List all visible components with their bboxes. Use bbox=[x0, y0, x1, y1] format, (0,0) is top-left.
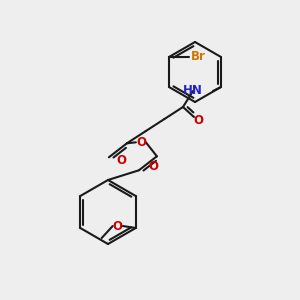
Text: O: O bbox=[136, 136, 146, 149]
Text: HN: HN bbox=[183, 83, 203, 97]
Text: O: O bbox=[113, 220, 123, 232]
Text: Br: Br bbox=[191, 50, 206, 64]
Text: O: O bbox=[193, 115, 203, 128]
Text: O: O bbox=[148, 160, 158, 173]
Text: O: O bbox=[116, 154, 126, 167]
